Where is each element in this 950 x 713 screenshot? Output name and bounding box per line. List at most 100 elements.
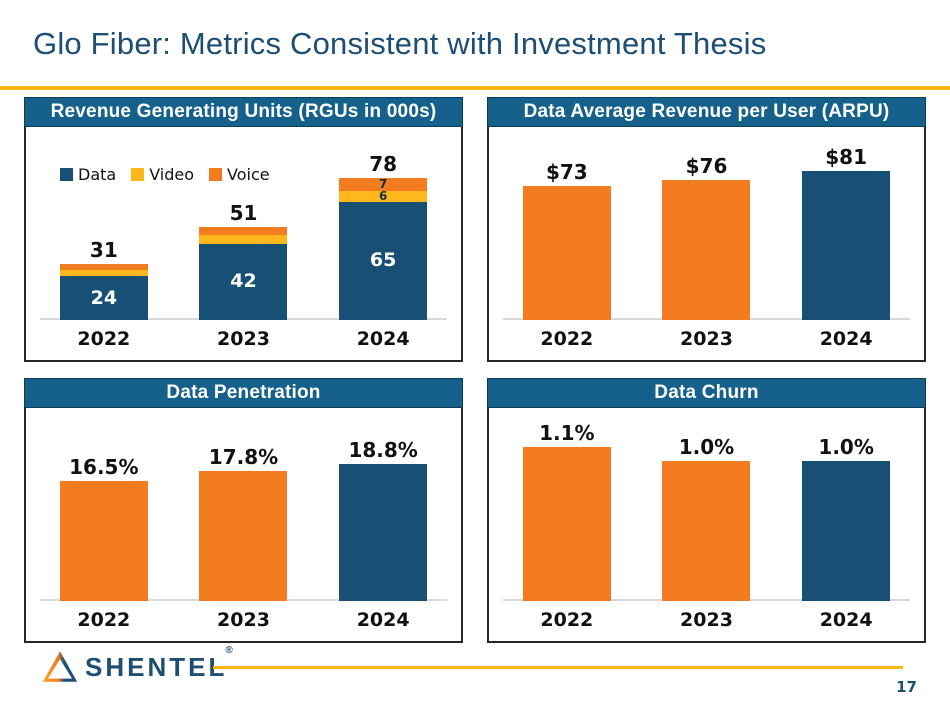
chart-plot-area: 31 24 51 42 78 7 6 65 2022 2023 2024 Data Video Voi… — [24, 127, 463, 362]
legend-swatch-icon — [209, 168, 223, 181]
bar-column-2024: 1.0% — [802, 435, 891, 601]
bars-container: 1.1% 1.0% 1.0% — [489, 408, 924, 601]
x-axis-label: 2022 — [540, 609, 594, 631]
page-title: Glo Fiber: Metrics Consistent with Inves… — [33, 26, 767, 61]
bar-2024 — [802, 461, 891, 601]
x-axis-labels: 2022 2023 2024 — [489, 320, 924, 360]
legend-item-video: Video — [131, 165, 194, 184]
bar-segment-data-2022: 24 — [59, 276, 148, 320]
bar-segment-label: 24 — [90, 286, 118, 309]
page-number: 17 — [896, 678, 917, 696]
bar-column-2023: 51 42 — [199, 202, 288, 320]
bar-value-label: $81 — [825, 145, 868, 170]
bar-segment-label: 42 — [230, 270, 257, 293]
bar-segment-voice-2023 — [199, 227, 288, 236]
bar-total-label: 78 — [369, 152, 398, 176]
x-axis-label: 2023 — [217, 609, 270, 631]
legend-item-data: Data — [60, 165, 116, 184]
x-axis-label: 2024 — [819, 328, 873, 350]
bar-segment-label: 65 — [369, 249, 397, 272]
bar-value-label: 1.0% — [678, 435, 735, 460]
x-axis-label: 2024 — [356, 328, 410, 350]
bar-value-label: 16.5% — [69, 454, 139, 479]
bar-segment-data-2024: 65 — [339, 201, 428, 320]
registered-trademark-mark: ® — [225, 644, 236, 656]
footer-divider-rule — [213, 666, 903, 669]
bar-2024 — [802, 171, 891, 320]
chart-panel-arpu: Data Average Revenue per User (ARPU) $73… — [487, 97, 926, 362]
legend-label: Data — [78, 165, 117, 184]
bar-segment-label: 6 — [378, 189, 388, 204]
chart-panel-rgu: Revenue Generating Units (RGUs in 000s) … — [24, 97, 463, 362]
bar-value-label: 1.0% — [818, 435, 874, 460]
bar-value-label: 17.8% — [208, 445, 279, 470]
bar-segment-voice-2024: 7 — [339, 177, 428, 192]
bar-column-2022: $73 — [522, 159, 611, 320]
title-divider-rule — [0, 86, 950, 90]
x-axis-label: 2022 — [540, 328, 594, 350]
chart-plot-area: $73 $76 $81 2022 2023 2024 — [487, 127, 926, 362]
bar-value-label: $73 — [545, 159, 588, 184]
chart-title: Revenue Generating Units (RGUs in 000s) — [50, 101, 437, 122]
chart-panel-header: Data Average Revenue per User (ARPU) — [487, 97, 926, 127]
bar-2022 — [59, 480, 148, 601]
bar-2023 — [662, 461, 751, 601]
chart-legend: Data Video Voice — [60, 165, 270, 184]
bar-column-2024: 78 7 6 65 — [339, 152, 428, 320]
x-axis-label: 2024 — [356, 609, 410, 631]
bar-segment-video-2022 — [59, 269, 148, 277]
x-axis-label: 2022 — [77, 609, 131, 631]
shentel-triangle-logo-icon — [42, 650, 78, 683]
bar-column-2024: $81 — [802, 145, 891, 320]
chart-panel-churn: Data Churn 1.1% 1.0% 1.0% 2022 2023 2024 — [487, 378, 926, 643]
x-axis-label: 2023 — [680, 328, 733, 350]
shentel-logo-text: SHENTEL® — [85, 644, 236, 682]
chart-panel-header: Revenue Generating Units (RGUs in 000s) — [24, 97, 463, 127]
legend-label: Video — [149, 165, 195, 184]
chart-panel-header: Data Penetration — [24, 378, 463, 408]
bars-container: 31 24 51 42 78 7 6 65 — [26, 127, 461, 320]
bar-2022 — [522, 447, 611, 601]
x-axis-label: 2023 — [680, 609, 733, 631]
bar-2023 — [199, 471, 288, 601]
chart-panel-header: Data Churn — [487, 378, 926, 408]
stacked-bar-2023: 42 — [199, 227, 288, 320]
chart-plot-area: 1.1% 1.0% 1.0% 2022 2023 2024 — [487, 408, 926, 643]
bar-segment-voice-2022 — [59, 263, 148, 270]
bar-column-2022: 16.5% — [59, 454, 148, 601]
bar-value-label: $76 — [685, 154, 728, 179]
chart-title: Data Churn — [654, 382, 759, 403]
bar-value-label: 18.8% — [348, 438, 418, 463]
bar-2023 — [662, 180, 751, 320]
chart-title: Data Penetration — [166, 382, 321, 403]
bar-segment-video-2023 — [199, 235, 288, 244]
legend-swatch-icon — [60, 168, 73, 181]
bar-column-2023: $76 — [662, 154, 751, 320]
x-axis-label: 2024 — [819, 609, 873, 631]
bar-column-2023: 17.8% — [199, 445, 288, 601]
bars-container: 16.5% 17.8% 18.8% — [26, 408, 461, 601]
bar-2024 — [339, 464, 428, 601]
legend-label: Voice — [227, 165, 270, 184]
chart-title: Data Average Revenue per User (ARPU) — [523, 101, 890, 122]
bar-column-2024: 18.8% — [339, 438, 428, 601]
chart-panel-penetration: Data Penetration 16.5% 17.8% 18.8% 2022 202… — [24, 378, 463, 643]
bar-segment-label: 7 — [378, 177, 388, 192]
bar-segment-data-2023: 42 — [199, 243, 288, 320]
x-axis-labels: 2022 2023 2024 — [26, 320, 461, 360]
chart-plot-area: 16.5% 17.8% 18.8% 2022 2023 2024 — [24, 408, 463, 643]
bar-column-2023: 1.0% — [662, 435, 751, 601]
stacked-bar-2022: 24 — [59, 263, 148, 320]
shentel-logo: SHENTEL® — [42, 644, 238, 683]
stacked-bar-2024: 7 6 65 — [339, 177, 428, 320]
bar-column-2022: 1.1% — [522, 422, 611, 601]
bar-column-2022: 31 24 — [59, 237, 148, 320]
bar-segment-video-2024: 6 — [339, 189, 428, 204]
legend-item-voice: Voice — [209, 165, 270, 184]
bar-total-label: 31 — [89, 237, 118, 262]
legend-swatch-icon — [131, 168, 145, 181]
x-axis-label: 2023 — [217, 328, 270, 350]
x-axis-labels: 2022 2023 2024 — [26, 601, 461, 641]
x-axis-label: 2022 — [77, 328, 131, 350]
